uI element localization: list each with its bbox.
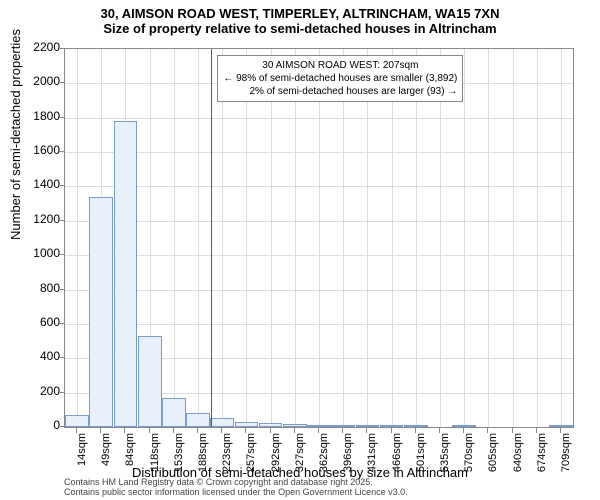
gridline-vertical bbox=[392, 49, 393, 427]
x-tick-label: 327sqm bbox=[294, 433, 306, 473]
gridline-vertical bbox=[222, 49, 223, 427]
x-tick-label: 188sqm bbox=[197, 433, 209, 473]
histogram-bar bbox=[259, 423, 283, 427]
y-tick-mark bbox=[59, 254, 64, 255]
x-tick-label: 501sqm bbox=[415, 433, 427, 473]
info-line-3: 2% of semi-detached houses are larger (9… bbox=[223, 85, 457, 98]
plot-area: 30 AIMSON ROAD WEST: 207sqm ← 98% of sem… bbox=[64, 48, 574, 428]
histogram-bar bbox=[65, 415, 89, 427]
histogram-bar bbox=[138, 336, 162, 427]
histogram-bar bbox=[235, 422, 259, 427]
y-tick-label: 1200 bbox=[20, 212, 60, 226]
y-tick-label: 1600 bbox=[20, 143, 60, 157]
y-tick-label: 400 bbox=[20, 349, 60, 363]
histogram-bar bbox=[404, 425, 428, 427]
x-tick-label: 605sqm bbox=[487, 433, 499, 473]
histogram-bar bbox=[114, 121, 138, 427]
y-tick-label: 800 bbox=[20, 281, 60, 295]
histogram-bar bbox=[210, 418, 234, 427]
y-tick-mark bbox=[59, 323, 64, 324]
histogram-bar bbox=[186, 413, 210, 427]
x-tick-label: 640sqm bbox=[512, 433, 524, 473]
chart-container: 30, AIMSON ROAD WEST, TIMPERLEY, ALTRINC… bbox=[0, 0, 600, 500]
y-tick-mark bbox=[59, 426, 64, 427]
attribution: Contains HM Land Registry data © Crown c… bbox=[64, 478, 408, 498]
gridline-vertical bbox=[295, 49, 296, 427]
histogram-bar bbox=[89, 197, 113, 427]
gridline-vertical bbox=[367, 49, 368, 427]
y-tick-mark bbox=[59, 220, 64, 221]
y-tick-label: 2200 bbox=[20, 40, 60, 54]
y-tick-label: 200 bbox=[20, 384, 60, 398]
histogram-bar bbox=[549, 425, 573, 427]
gridline-vertical bbox=[77, 49, 78, 427]
gridline-vertical bbox=[174, 49, 175, 427]
x-tick-label: 153sqm bbox=[173, 433, 185, 473]
y-tick-label: 1400 bbox=[20, 177, 60, 191]
y-tick-mark bbox=[59, 185, 64, 186]
histogram-bar bbox=[331, 425, 355, 427]
y-tick-label: 0 bbox=[20, 418, 60, 432]
gridline-vertical bbox=[561, 49, 562, 427]
y-axis-label: Number of semi-detached properties bbox=[8, 29, 23, 240]
x-tick-label: 362sqm bbox=[318, 433, 330, 473]
x-tick-label: 84sqm bbox=[124, 433, 136, 473]
gridline-vertical bbox=[488, 49, 489, 427]
gridline-vertical bbox=[343, 49, 344, 427]
histogram-bar bbox=[162, 398, 186, 427]
gridline-vertical bbox=[416, 49, 417, 427]
gridline-vertical bbox=[440, 49, 441, 427]
y-tick-label: 1000 bbox=[20, 246, 60, 260]
y-tick-mark bbox=[59, 151, 64, 152]
x-tick-label: 396sqm bbox=[342, 433, 354, 473]
gridline-vertical bbox=[537, 49, 538, 427]
x-tick-label: 466sqm bbox=[391, 433, 403, 473]
y-tick-mark bbox=[59, 48, 64, 49]
chart-title-main: 30, AIMSON ROAD WEST, TIMPERLEY, ALTRINC… bbox=[0, 0, 600, 21]
y-tick-label: 2000 bbox=[20, 74, 60, 88]
gridline-vertical bbox=[271, 49, 272, 427]
y-tick-mark bbox=[59, 357, 64, 358]
gridline-vertical bbox=[319, 49, 320, 427]
histogram-bar bbox=[380, 425, 404, 427]
y-tick-label: 600 bbox=[20, 315, 60, 329]
gridline-vertical bbox=[246, 49, 247, 427]
y-tick-mark bbox=[59, 289, 64, 290]
histogram-bar bbox=[307, 425, 331, 427]
y-tick-mark bbox=[59, 392, 64, 393]
y-tick-label: 1800 bbox=[20, 109, 60, 123]
x-tick-label: 14sqm bbox=[76, 433, 88, 473]
histogram-bar bbox=[452, 425, 476, 427]
x-tick-label: 709sqm bbox=[560, 433, 572, 473]
attribution-line-2: Contains public sector information licen… bbox=[64, 488, 408, 498]
property-marker-line bbox=[211, 49, 212, 427]
chart-title-sub: Size of property relative to semi-detach… bbox=[0, 21, 600, 36]
x-tick-label: 257sqm bbox=[245, 433, 257, 473]
y-tick-mark bbox=[59, 117, 64, 118]
x-tick-label: 570sqm bbox=[463, 433, 475, 473]
histogram-bar bbox=[356, 425, 380, 427]
x-tick-label: 292sqm bbox=[270, 433, 282, 473]
x-tick-label: 223sqm bbox=[221, 433, 233, 473]
gridline-vertical bbox=[464, 49, 465, 427]
x-tick-label: 535sqm bbox=[439, 433, 451, 473]
histogram-bar bbox=[283, 424, 307, 427]
x-tick-label: 49sqm bbox=[100, 433, 112, 473]
x-tick-label: 674sqm bbox=[536, 433, 548, 473]
info-box: 30 AIMSON ROAD WEST: 207sqm ← 98% of sem… bbox=[217, 55, 463, 102]
gridline-vertical bbox=[198, 49, 199, 427]
x-tick-label: 118sqm bbox=[149, 433, 161, 473]
y-tick-mark bbox=[59, 82, 64, 83]
info-line-2: ← 98% of semi-detached houses are smalle… bbox=[223, 72, 457, 85]
info-line-1: 30 AIMSON ROAD WEST: 207sqm bbox=[223, 59, 457, 72]
x-tick-label: 431sqm bbox=[366, 433, 378, 473]
gridline-vertical bbox=[513, 49, 514, 427]
